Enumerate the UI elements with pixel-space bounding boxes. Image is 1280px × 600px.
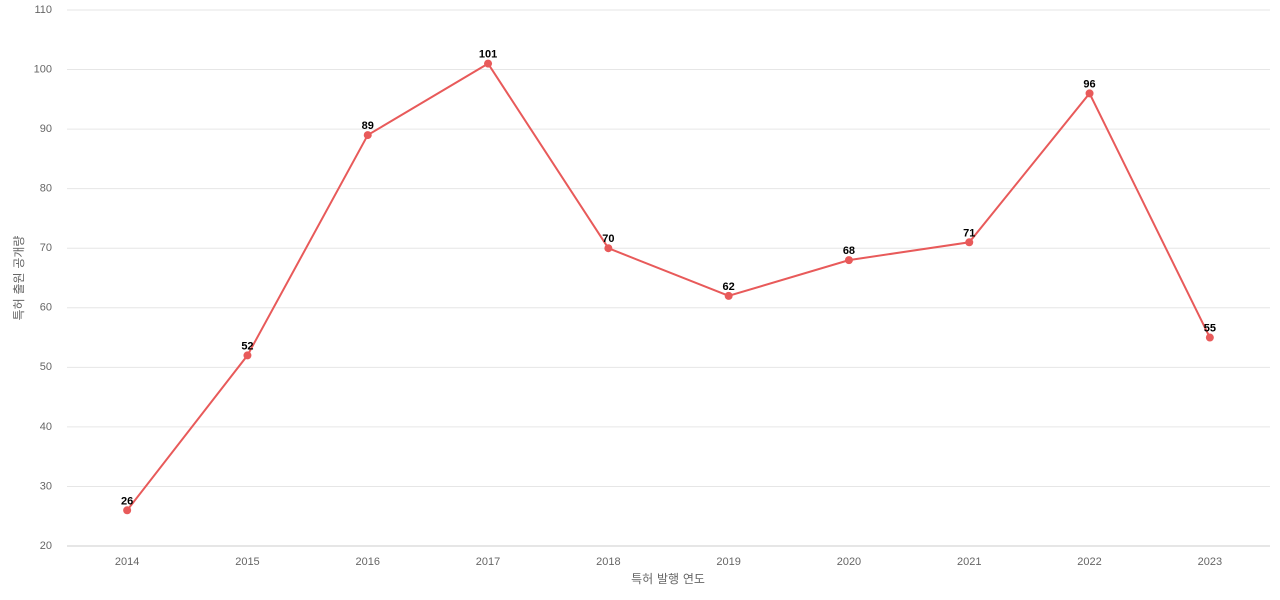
grid: [67, 9, 1270, 547]
data-point: [1205, 333, 1214, 342]
data-label: 62: [723, 281, 735, 293]
x-tick-label: 2017: [476, 556, 500, 568]
data-label: 55: [1204, 323, 1216, 335]
y-tick-label: 90: [40, 123, 52, 135]
y-tick-label: 70: [40, 242, 52, 254]
x-tick-label: 2015: [235, 556, 259, 568]
x-axis: 2014 2015 2016 2017 2018 2019 2020 2021 2022 2023: [115, 556, 1222, 568]
data-label: 71: [963, 227, 975, 239]
x-axis-title: 특허 발행 연도: [631, 571, 705, 586]
y-tick-label: 50: [40, 361, 52, 373]
data-point: [484, 59, 493, 68]
x-tick-label: 2014: [115, 556, 139, 568]
x-tick-label: 2016: [356, 556, 380, 568]
x-tick-label: 2023: [1198, 556, 1222, 568]
x-tick-label: 2022: [1077, 556, 1101, 568]
data-labels: 26 52 89 101 70 62 68 71 96 55: [121, 49, 1216, 508]
data-point: [363, 131, 372, 140]
y-axis: 20 30 40 50 60 70 80 90 100 110: [34, 4, 52, 552]
data-point: [724, 291, 733, 300]
y-tick-label: 80: [40, 183, 52, 195]
x-tick-label: 2019: [716, 556, 740, 568]
x-tick-label: 2021: [957, 556, 981, 568]
data-label: 89: [362, 120, 374, 132]
data-label: 52: [241, 340, 253, 352]
series-line: [126, 62, 1211, 511]
x-tick-label: 2018: [596, 556, 620, 568]
y-tick-label: 40: [40, 421, 52, 433]
series: [123, 59, 1214, 515]
data-point: [1085, 89, 1094, 98]
y-tick-label: 20: [40, 540, 52, 552]
x-tick-label: 2020: [837, 556, 861, 568]
data-point: [243, 351, 252, 360]
data-label: 68: [843, 245, 855, 257]
y-axis-title: 특허 출원 공개량: [12, 236, 26, 321]
data-label: 70: [602, 233, 614, 245]
data-label: 96: [1083, 78, 1095, 90]
data-label: 26: [121, 495, 133, 507]
data-point: [965, 238, 974, 247]
data-point: [123, 506, 132, 515]
y-tick-label: 30: [40, 480, 52, 492]
data-label: 101: [479, 49, 497, 61]
y-tick-label: 60: [40, 302, 52, 314]
y-tick-label: 110: [34, 4, 52, 16]
data-point: [844, 256, 853, 265]
data-point: [604, 244, 613, 253]
y-tick-label: 100: [34, 63, 52, 75]
